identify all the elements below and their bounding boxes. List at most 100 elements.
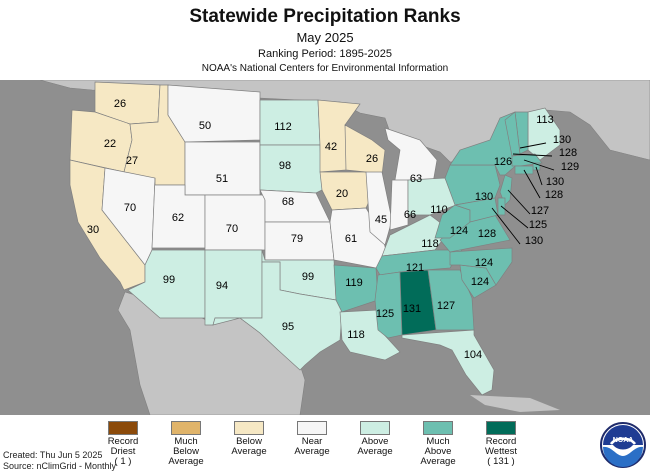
- rank-label-mo: 61: [345, 233, 357, 245]
- precipitation-map: 26 22 30 27 70 50 51 62 70 99 94 112 98 68 79 99 95 42 20 6…: [0, 80, 650, 415]
- state-ga: [427, 269, 475, 331]
- rank-labels: 26 22 30 27 70 50 51 62 70 99 94 112 98 68 79 99 95 42 20 6…: [87, 98, 579, 361]
- rank-label-md: 130: [525, 235, 543, 247]
- rank-label-mn: 42: [325, 141, 337, 153]
- legend-label: Much: [426, 436, 450, 447]
- legend-item: Record Driest( 1 ): [90, 421, 156, 467]
- rank-label-wy: 51: [216, 173, 228, 185]
- legend-swatch: [234, 421, 264, 435]
- state-ar: [333, 264, 379, 313]
- leader-line-ma: [523, 159, 555, 171]
- rank-label-ma: 129: [561, 161, 579, 173]
- legend-item: Record Wettest( 131 ): [468, 421, 534, 467]
- state-nj: [499, 174, 513, 206]
- states-layer: [69, 81, 561, 396]
- leader-line-nh: [519, 142, 547, 149]
- state-sd: [259, 144, 323, 194]
- legend-swatch: [297, 421, 327, 435]
- rank-label-ct: 128: [545, 189, 563, 201]
- rank-label-wv: 124: [450, 225, 468, 237]
- rank-label-sc: 124: [471, 276, 489, 288]
- legend-swatch: [360, 421, 390, 435]
- legend-item: Above Average: [342, 421, 408, 457]
- rank-label-nh: 130: [553, 134, 571, 146]
- rank-label-me: 113: [536, 114, 554, 126]
- map-subtitle: May 2025: [296, 30, 354, 45]
- state-ms: [374, 271, 403, 339]
- leader-line-nj: [507, 189, 531, 215]
- rank-label-wa: 26: [114, 98, 126, 110]
- rank-label-ga: 127: [437, 300, 455, 312]
- rank-label-ri: 130: [546, 176, 564, 188]
- rank-label-ny: 126: [494, 156, 512, 168]
- legend-label: Average: [357, 446, 393, 457]
- legend-label: Below: [236, 436, 262, 447]
- legend-label: Above: [361, 436, 389, 447]
- rank-label-ca: 30: [87, 224, 99, 236]
- rank-label-nj: 127: [531, 205, 549, 217]
- map-title: Statewide Precipitation Ranks: [189, 6, 461, 27]
- legend-label: Record: [485, 436, 517, 447]
- rank-label-mi: 63: [410, 173, 422, 185]
- legend-swatch: [108, 421, 138, 435]
- leader-line-ct: [523, 169, 541, 199]
- legend-label: Average: [294, 446, 330, 457]
- legend-swatch: [486, 421, 516, 435]
- legend-label: Record: [107, 436, 139, 447]
- legend-label: ( 131 ): [487, 456, 515, 467]
- created-date: Created: Thu Jun 5 2025: [3, 450, 103, 460]
- legend-label: Average: [420, 456, 456, 467]
- legend-item: Much Below Average: [153, 421, 219, 467]
- legend-label: Driest: [110, 446, 136, 457]
- rank-label-ar: 119: [345, 277, 363, 289]
- map-legend: Record Driest( 1 ) Much Below Average Below Av…: [90, 421, 570, 471]
- legend-item: Below Average: [216, 421, 282, 457]
- state-il: [365, 171, 393, 246]
- rank-label-fl: 104: [464, 349, 482, 361]
- rank-label-va: 128: [478, 228, 496, 240]
- rank-label-la: 118: [347, 329, 365, 341]
- cuba-land: [470, 395, 560, 412]
- legend-label: Much: [174, 436, 198, 447]
- state-md: [454, 197, 499, 223]
- leader-lines: [491, 142, 555, 245]
- noaa-logo-icon: NOAA: [600, 422, 646, 468]
- legend-label: Below: [173, 446, 199, 457]
- legend-label: Average: [231, 446, 267, 457]
- rank-label-az: 99: [163, 274, 175, 286]
- rank-label-nd: 112: [274, 121, 292, 133]
- rank-label-in: 66: [404, 209, 416, 221]
- rank-label-sd: 98: [279, 160, 291, 172]
- rank-label-nm: 94: [216, 280, 228, 292]
- rank-label-ne: 68: [282, 196, 294, 208]
- rank-label-id: 27: [126, 155, 138, 167]
- rank-label-pa: 130: [475, 191, 493, 203]
- organization-label: NOAA's National Centers for Environmenta…: [201, 63, 449, 74]
- rank-label-al: 131: [403, 303, 421, 315]
- legend-label: Near: [301, 436, 323, 447]
- ranking-period: Ranking Period: 1895-2025: [258, 48, 392, 60]
- rank-label-vt: 128: [559, 147, 577, 159]
- state-oh: [407, 177, 457, 216]
- state-tx: [212, 261, 343, 371]
- leader-line-md: [491, 207, 521, 245]
- legend-label: Average: [168, 456, 204, 467]
- svg-text:NOAA: NOAA: [613, 437, 634, 444]
- state-in: [389, 179, 409, 231]
- legend-label: ( 1 ): [114, 456, 132, 467]
- legend-label: Wettest: [484, 446, 518, 457]
- state-fl: [401, 329, 495, 396]
- legend-swatch: [171, 421, 201, 435]
- legend-label: Above: [424, 446, 452, 457]
- rank-label-ks: 79: [291, 233, 303, 245]
- leader-line-ri: [535, 166, 543, 186]
- rank-label-nc: 124: [475, 257, 493, 269]
- rank-label-ms: 125: [376, 308, 394, 320]
- rank-label-ok: 99: [302, 271, 314, 283]
- rank-label-ut: 62: [172, 212, 184, 224]
- rank-label-ia: 20: [336, 188, 348, 200]
- rank-label-tn: 121: [406, 262, 424, 274]
- rank-label-ky: 118: [421, 238, 439, 250]
- rank-label-de: 125: [529, 219, 547, 231]
- state-mt: [167, 84, 261, 143]
